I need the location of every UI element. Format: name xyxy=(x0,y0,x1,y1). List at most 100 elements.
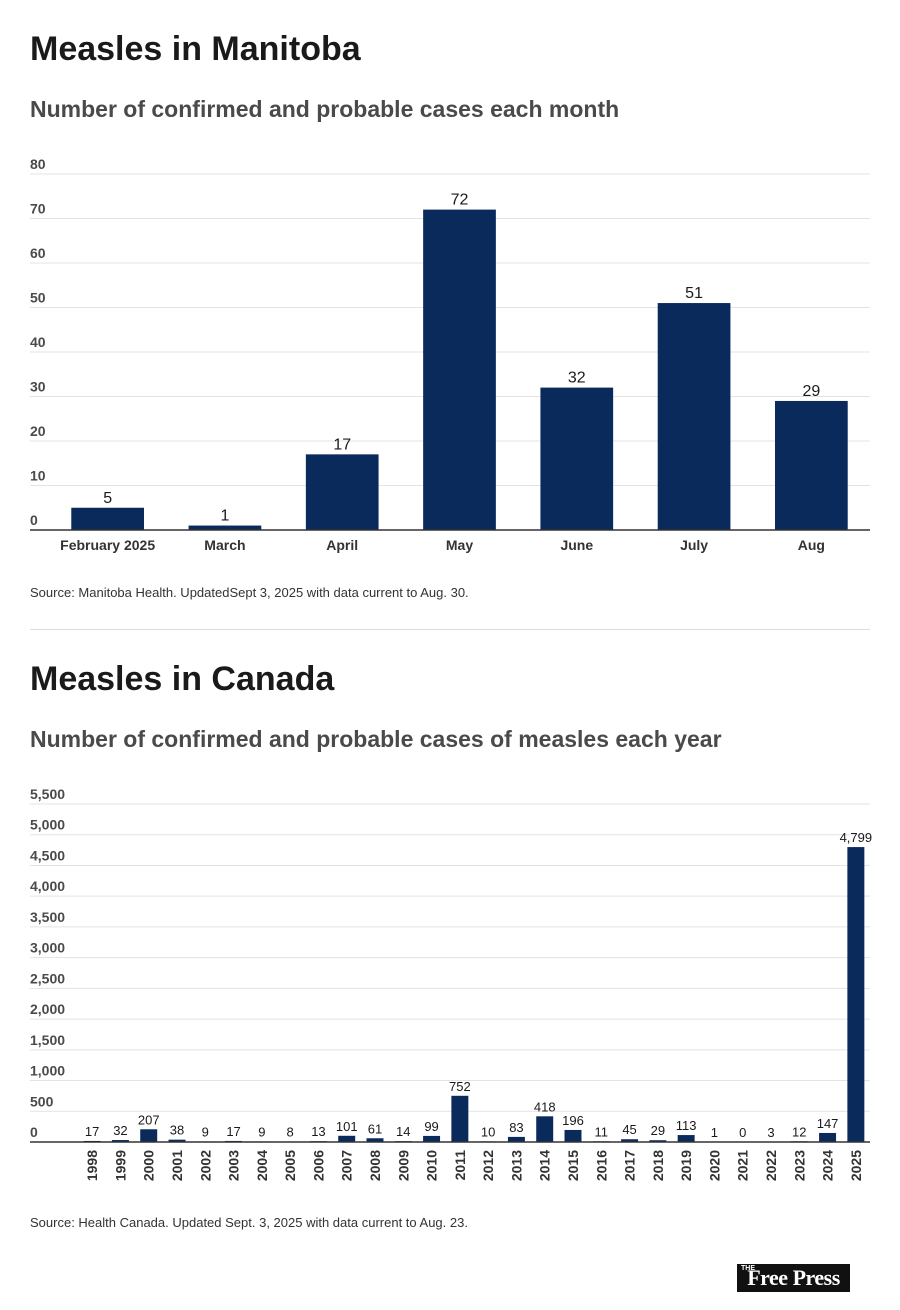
data-label: 10 xyxy=(481,1124,495,1139)
y-tick-label: 1,000 xyxy=(30,1063,65,1079)
bar-2017 xyxy=(621,1139,639,1142)
bar-2019 xyxy=(677,1135,695,1142)
x-tick-label: 2021 xyxy=(735,1150,751,1181)
bar-2018 xyxy=(649,1140,667,1142)
x-tick-label: 2012 xyxy=(480,1150,496,1181)
data-label: 9 xyxy=(258,1124,265,1139)
y-tick-label: 5,000 xyxy=(30,817,65,833)
data-label: 1 xyxy=(220,508,229,525)
x-tick-label: 2005 xyxy=(282,1150,298,1181)
data-label: 5 xyxy=(103,490,112,507)
bar-2000 xyxy=(140,1129,158,1142)
canada-chart-subtitle: Number of confirmed and probable cases o… xyxy=(30,726,722,752)
bar-2015 xyxy=(564,1129,582,1142)
bar-2001 xyxy=(168,1139,186,1142)
data-label: 147 xyxy=(817,1116,839,1131)
x-tick-label: 2007 xyxy=(339,1150,355,1181)
bar-aug xyxy=(774,400,848,530)
x-tick-label: 2004 xyxy=(254,1150,270,1181)
x-tick-label: 1999 xyxy=(112,1150,128,1181)
data-label: 4,799 xyxy=(840,830,873,845)
x-tick-label: 2024 xyxy=(820,1150,836,1181)
x-tick-label: February 2025 xyxy=(60,537,155,553)
x-tick-label: 1998 xyxy=(84,1150,100,1181)
y-tick-label: 30 xyxy=(30,379,46,395)
canada-source-note: Source: Health Canada. Updated Sept. 3, … xyxy=(30,1215,468,1230)
bar-2011 xyxy=(451,1095,469,1142)
bar-2013 xyxy=(507,1136,525,1142)
data-label: 13 xyxy=(311,1124,325,1139)
y-tick-label: 3,000 xyxy=(30,940,65,956)
data-label: 752 xyxy=(449,1079,471,1094)
y-tick-label: 2,500 xyxy=(30,970,65,986)
data-label: 38 xyxy=(170,1123,184,1138)
y-tick-label: 70 xyxy=(30,201,46,217)
x-tick-label: 2010 xyxy=(424,1150,440,1181)
manitoba-chart-subtitle: Number of confirmed and probable cases e… xyxy=(30,96,620,122)
data-label: 72 xyxy=(451,192,469,209)
free-press-logo: THE Free Press xyxy=(737,1264,850,1292)
y-tick-label: 3,500 xyxy=(30,909,65,925)
y-tick-label: 4,000 xyxy=(30,878,65,894)
data-label: 113 xyxy=(676,1118,697,1133)
y-tick-label: 40 xyxy=(30,334,46,350)
x-tick-label: 2003 xyxy=(226,1150,242,1181)
bar-2024 xyxy=(819,1132,837,1142)
data-label: 29 xyxy=(802,383,820,400)
x-tick-label: 2008 xyxy=(367,1150,383,1181)
y-tick-label: 2,000 xyxy=(30,1001,65,1017)
bar-july xyxy=(657,303,731,530)
x-tick-label: 2016 xyxy=(593,1150,609,1181)
bar-april xyxy=(305,454,379,530)
y-tick-label: 10 xyxy=(30,468,46,484)
x-tick-label: June xyxy=(560,537,593,553)
y-tick-label: 4,500 xyxy=(30,847,65,863)
logo-text: Free Press xyxy=(747,1265,840,1290)
x-tick-label: 2002 xyxy=(197,1150,213,1181)
data-label: 32 xyxy=(113,1123,127,1138)
bar-may xyxy=(423,209,496,530)
x-tick-label: May xyxy=(446,537,473,553)
y-tick-label: 50 xyxy=(30,290,46,306)
data-label: 17 xyxy=(226,1124,240,1139)
y-tick-label: 0 xyxy=(30,512,38,528)
data-label: 11 xyxy=(595,1124,609,1139)
x-tick-label: Aug xyxy=(798,537,825,553)
y-tick-label: 5,500 xyxy=(30,786,65,802)
bar-2008 xyxy=(366,1138,384,1142)
x-tick-label: 2019 xyxy=(678,1150,694,1181)
bar-2014 xyxy=(536,1116,554,1142)
canada-chart-title: Measles in Canada xyxy=(30,660,335,698)
data-label: 418 xyxy=(534,1099,556,1114)
data-label: 61 xyxy=(368,1121,382,1136)
data-label: 8 xyxy=(287,1125,294,1140)
data-label: 9 xyxy=(202,1124,209,1139)
x-tick-label: 2022 xyxy=(763,1150,779,1181)
data-label: 207 xyxy=(138,1112,160,1127)
bar-2010 xyxy=(423,1135,441,1142)
bar-march xyxy=(188,525,262,530)
data-label: 51 xyxy=(685,285,703,302)
y-tick-label: 20 xyxy=(30,423,46,439)
data-label: 101 xyxy=(336,1119,358,1134)
x-tick-label: 2025 xyxy=(848,1150,864,1181)
bar-february-2025 xyxy=(71,507,145,530)
y-tick-label: 80 xyxy=(30,156,46,172)
canada-bar-chart: 0 500 1,000 1,500 2,000 2,500 3,000 3,500 4,000 4… xyxy=(30,786,873,1181)
data-label: 17 xyxy=(85,1124,99,1139)
x-tick-label: 2011 xyxy=(452,1150,468,1181)
manitoba-chart-title: Measles in Manitoba xyxy=(30,30,361,68)
data-label: 14 xyxy=(396,1124,410,1139)
bar-2007 xyxy=(338,1135,356,1142)
x-tick-label: 2006 xyxy=(310,1150,326,1181)
bar-june xyxy=(540,387,614,530)
bar-1999 xyxy=(111,1140,129,1142)
y-tick-label: 500 xyxy=(30,1093,54,1109)
x-tick-label: 2017 xyxy=(622,1150,638,1181)
manitoba-bar-chart: 0 10 20 30 40 50 60 70 80 5 February 2025 1 March 17 A… xyxy=(30,156,870,553)
section-divider xyxy=(30,629,870,630)
x-tick-label: 2014 xyxy=(537,1150,553,1181)
x-tick-label: 2018 xyxy=(650,1150,666,1181)
x-tick-label: March xyxy=(204,537,245,553)
x-tick-label: 2001 xyxy=(169,1150,185,1181)
